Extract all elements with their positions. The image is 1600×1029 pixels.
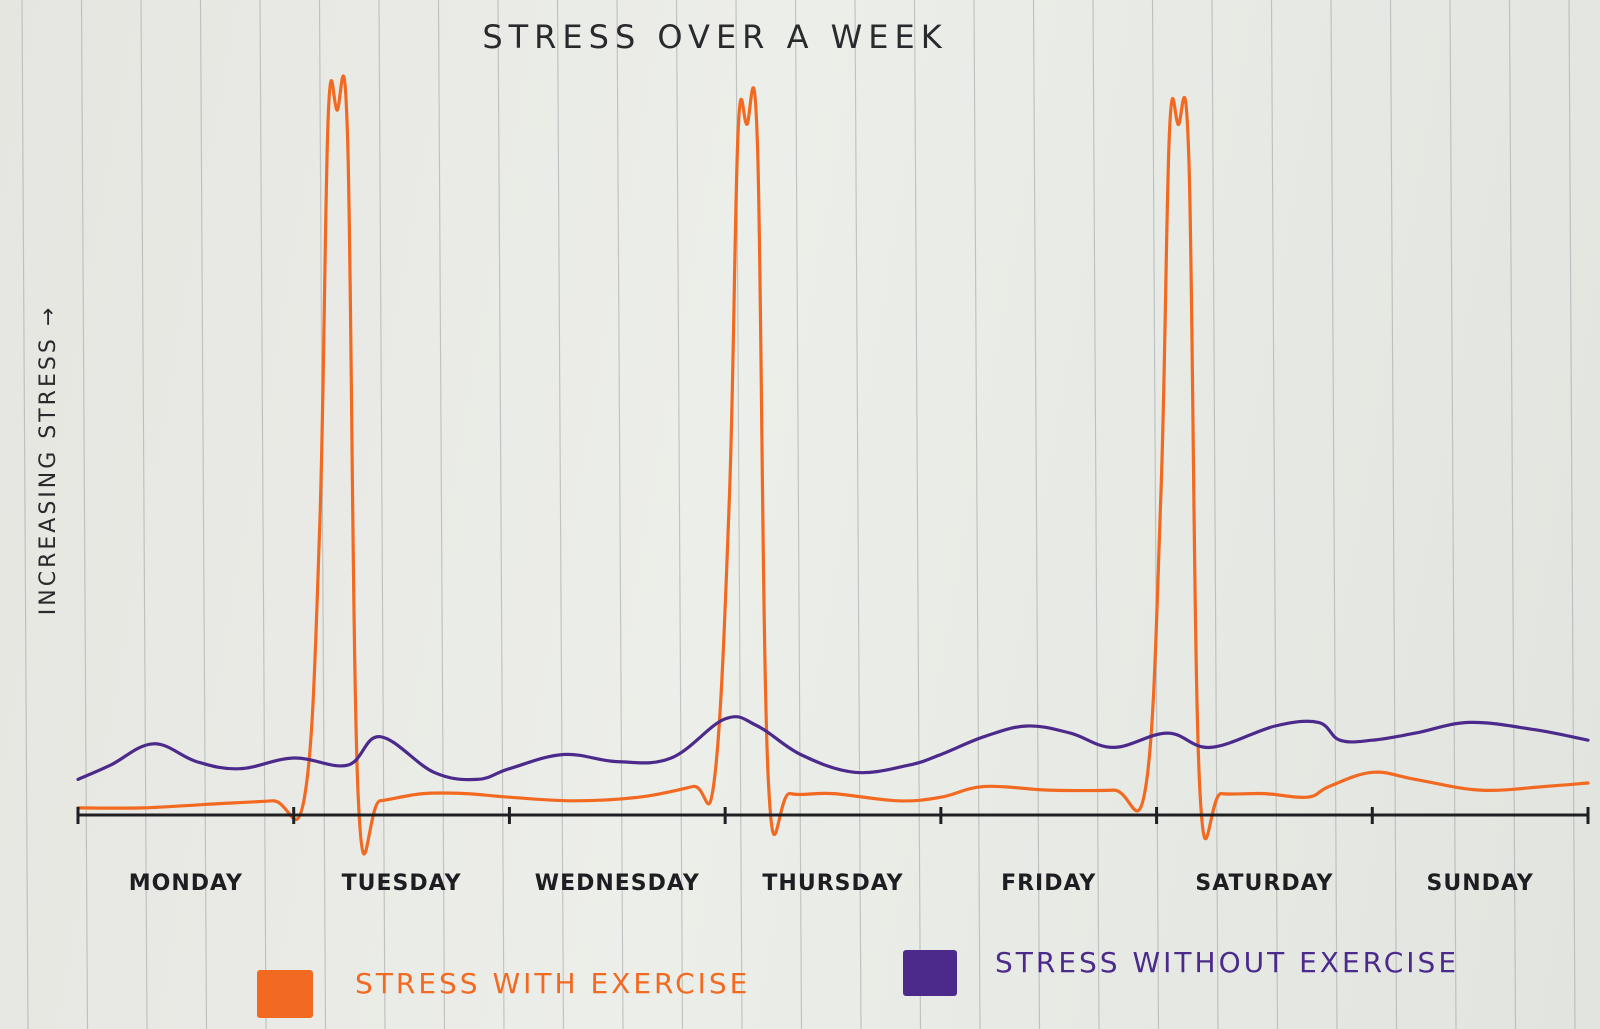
notebook-ruled-lines <box>21 0 1576 1029</box>
series-line-without-exercise <box>76 715 1590 782</box>
x-axis-ticks <box>76 807 1590 824</box>
ruled-line <box>437 0 446 1029</box>
ruled-line <box>378 0 386 1029</box>
x-tick-label: TUESDAY <box>342 871 462 896</box>
ruled-line <box>1151 0 1160 1029</box>
ruled-line <box>21 0 29 1029</box>
ruled-line <box>616 0 624 1029</box>
ruled-line <box>1449 0 1457 1029</box>
x-tick-label: FRIDAY <box>1001 871 1096 896</box>
ruled-line <box>80 0 89 1029</box>
ruled-line <box>1032 0 1041 1029</box>
ruled-line <box>140 0 148 1029</box>
ruled-line <box>259 0 267 1029</box>
ruled-line <box>854 0 862 1029</box>
x-tick-label: SUNDAY <box>1427 871 1534 896</box>
x-tick-label: WEDNESDAY <box>535 871 700 896</box>
x-axis-tick-labels: MONDAY TUESDAY WEDNESDAY THURSDAY FRIDAY SATU… <box>129 871 1534 896</box>
ruled-line <box>1330 0 1338 1029</box>
ruled-line <box>1508 0 1517 1029</box>
ruled-line <box>199 0 208 1029</box>
ruled-line <box>973 0 981 1029</box>
ruled-line <box>1389 0 1398 1029</box>
series-layer <box>76 74 1590 856</box>
legend-swatch-without-exercise <box>903 950 957 996</box>
y-axis-label: INCREASING STRESS → <box>36 305 61 615</box>
ruled-line <box>497 0 505 1029</box>
ruled-line <box>913 0 922 1029</box>
legend: STRESS WITH EXERCISE STRESS WITHOUT EXER… <box>257 946 1459 1018</box>
legend-swatch-with-exercise <box>257 970 313 1018</box>
ruled-line <box>1211 0 1219 1029</box>
chart-title: STRESS OVER A WEEK <box>482 18 947 56</box>
ruled-line <box>556 0 565 1029</box>
series-line-with-exercise <box>76 74 1590 856</box>
legend-label-without-exercise: STRESS WITHOUT EXERCISE <box>995 946 1459 979</box>
ruled-line <box>1092 0 1100 1029</box>
x-tick-label: SATURDAY <box>1195 871 1333 896</box>
ruled-line <box>1568 0 1576 1029</box>
x-tick-label: THURSDAY <box>762 871 903 896</box>
ruled-line <box>794 0 803 1029</box>
x-tick-label: MONDAY <box>129 871 243 896</box>
ruled-line <box>675 0 684 1029</box>
ruled-line <box>318 0 327 1029</box>
ruled-line <box>1270 0 1279 1029</box>
legend-label-with-exercise: STRESS WITH EXERCISE <box>355 967 750 1000</box>
